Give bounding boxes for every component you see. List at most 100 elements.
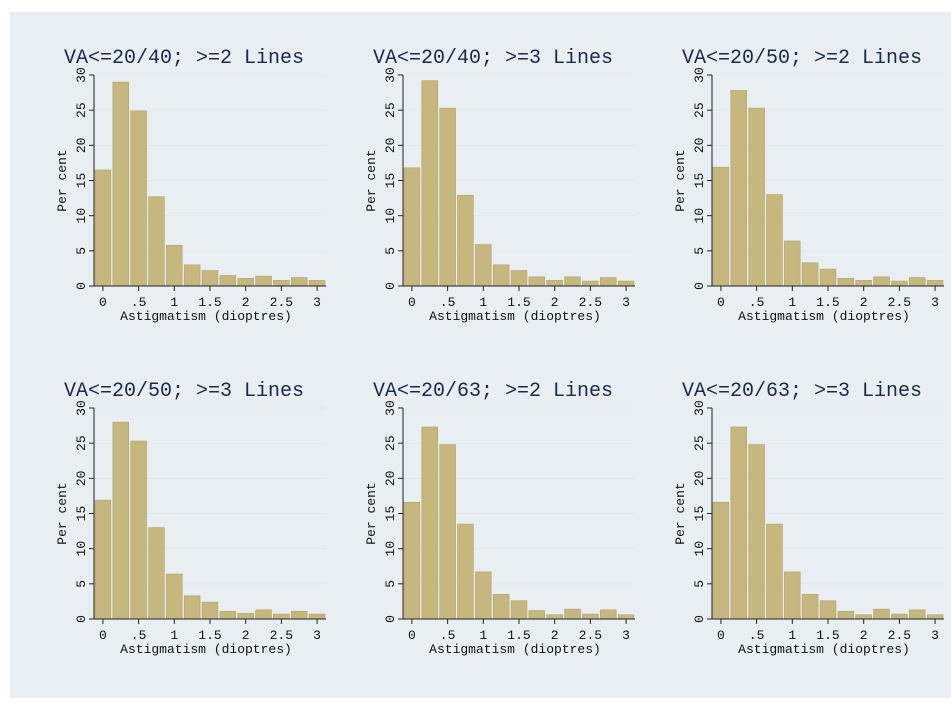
y-tick-label: 20	[692, 471, 707, 487]
histogram-bar	[600, 278, 616, 286]
histogram-bar	[927, 280, 943, 286]
histogram-panel-3: VA<=20/50; >=2 Lines 0 5 10 15 20 25 30 0 .5 1 1.5 2…	[668, 42, 951, 372]
x-tick-label: 3	[313, 628, 321, 643]
x-tick-label: 2	[242, 295, 250, 310]
y-tick-label: 10	[692, 541, 707, 557]
histogram-bar	[256, 276, 272, 286]
histogram-bar	[95, 500, 111, 619]
histogram-bar	[838, 611, 854, 619]
histogram-bar	[529, 611, 545, 619]
histogram-bar	[184, 596, 200, 619]
histogram-bar	[422, 427, 438, 619]
y-tick-label: 10	[383, 541, 398, 557]
histogram-panel-1: VA<=20/40; >=2 Lines 0 5 10 15 20 25 30 0 .5 1 1.5 2…	[50, 42, 350, 372]
histogram-bar	[600, 610, 616, 619]
x-tick-label: 1.5	[816, 295, 839, 310]
x-tick-label: 2.5	[888, 295, 911, 310]
histogram-bar	[749, 445, 765, 619]
x-tick-label: 3	[931, 628, 939, 643]
x-tick-label: 2.5	[270, 295, 293, 310]
x-tick-label: 3	[931, 295, 939, 310]
histogram-bar	[273, 614, 289, 619]
y-axis-title: Per cent	[673, 482, 688, 544]
histogram-bar	[475, 245, 491, 286]
panel-title: VA<=20/40; >=2 Lines	[64, 47, 304, 70]
x-axis-title: Astigmatism (dioptres)	[738, 309, 910, 324]
histogram-bar	[493, 265, 509, 286]
panel-title: VA<=20/40; >=3 Lines	[373, 47, 613, 70]
y-tick-label: 30	[383, 400, 398, 416]
histogram-bar	[713, 502, 729, 619]
histogram-bar	[475, 572, 491, 619]
y-tick-label: 25	[692, 102, 707, 118]
y-axis-title: Per cent	[55, 482, 70, 544]
y-tick-label: 5	[383, 247, 398, 255]
histogram-bar	[309, 280, 325, 286]
histogram-svg: VA<=20/50; >=2 Lines 0 5 10 15 20 25 30 0 .5 1 1.5 2…	[668, 42, 951, 372]
x-tick-label: .5	[440, 295, 456, 310]
x-tick-label: 1.5	[507, 628, 530, 643]
histogram-bar	[856, 615, 872, 619]
y-tick-label: 10	[692, 208, 707, 224]
histogram-svg: VA<=20/40; >=3 Lines 0 5 10 15 20 25 30 0 .5 1 1.5 2…	[359, 42, 659, 372]
histogram-bar	[909, 610, 925, 619]
y-tick-label: 20	[692, 138, 707, 154]
x-tick-label: 0	[99, 628, 107, 643]
histogram-bar	[220, 275, 236, 286]
x-axis-title: Astigmatism (dioptres)	[429, 309, 601, 324]
histogram-bar	[404, 502, 420, 619]
histogram-bar	[511, 271, 527, 286]
y-tick-label: 25	[692, 435, 707, 451]
panel-title: VA<=20/63; >=3 Lines	[682, 380, 922, 403]
x-axis-title: Astigmatism (dioptres)	[738, 642, 910, 657]
histogram-bar	[440, 445, 456, 619]
x-tick-label: 0	[717, 628, 725, 643]
histogram-bar	[802, 594, 818, 619]
histogram-bar	[891, 614, 907, 619]
x-tick-label: 2	[551, 628, 559, 643]
y-tick-label: 25	[74, 435, 89, 451]
histogram-bar	[856, 280, 872, 286]
x-axis-title: Astigmatism (dioptres)	[120, 309, 292, 324]
y-tick-label: 30	[74, 67, 89, 83]
x-tick-label: 3	[622, 295, 630, 310]
y-tick-label: 20	[74, 471, 89, 487]
y-tick-label: 25	[383, 102, 398, 118]
y-tick-label: 15	[383, 173, 398, 189]
panel-title: VA<=20/63; >=2 Lines	[373, 380, 613, 403]
histogram-bar	[784, 572, 800, 619]
y-tick-label: 25	[74, 102, 89, 118]
histogram-bar	[767, 524, 783, 619]
histogram-bar	[166, 245, 182, 286]
histogram-bar	[529, 277, 545, 286]
x-tick-label: 2	[860, 628, 868, 643]
y-tick-label: 10	[74, 541, 89, 557]
histogram-bar	[767, 195, 783, 286]
y-tick-label: 25	[383, 435, 398, 451]
y-tick-label: 0	[692, 615, 707, 623]
histogram-svg: VA<=20/40; >=2 Lines 0 5 10 15 20 25 30 0 .5 1 1.5 2…	[50, 42, 350, 372]
x-tick-label: 3	[622, 628, 630, 643]
y-tick-label: 15	[383, 506, 398, 522]
y-tick-label: 20	[383, 471, 398, 487]
histogram-bar	[309, 614, 325, 619]
histogram-bar	[820, 601, 836, 619]
x-tick-label: 1	[479, 295, 487, 310]
histogram-bar	[131, 111, 147, 286]
y-tick-label: 15	[74, 173, 89, 189]
histogram-bar	[582, 281, 598, 286]
histogram-bar	[731, 427, 747, 619]
y-tick-label: 10	[383, 208, 398, 224]
x-tick-label: 1.5	[198, 295, 221, 310]
histogram-bar	[565, 609, 581, 619]
histogram-bar	[582, 614, 598, 619]
y-tick-label: 0	[74, 282, 89, 290]
histogram-bar	[113, 422, 129, 619]
histogram-bar	[458, 524, 474, 619]
x-tick-label: .5	[440, 628, 456, 643]
y-axis-title: Per cent	[364, 482, 379, 544]
histogram-bar	[238, 613, 254, 619]
histogram-bar	[820, 269, 836, 286]
x-tick-label: 1	[788, 295, 796, 310]
x-tick-label: 1	[788, 628, 796, 643]
